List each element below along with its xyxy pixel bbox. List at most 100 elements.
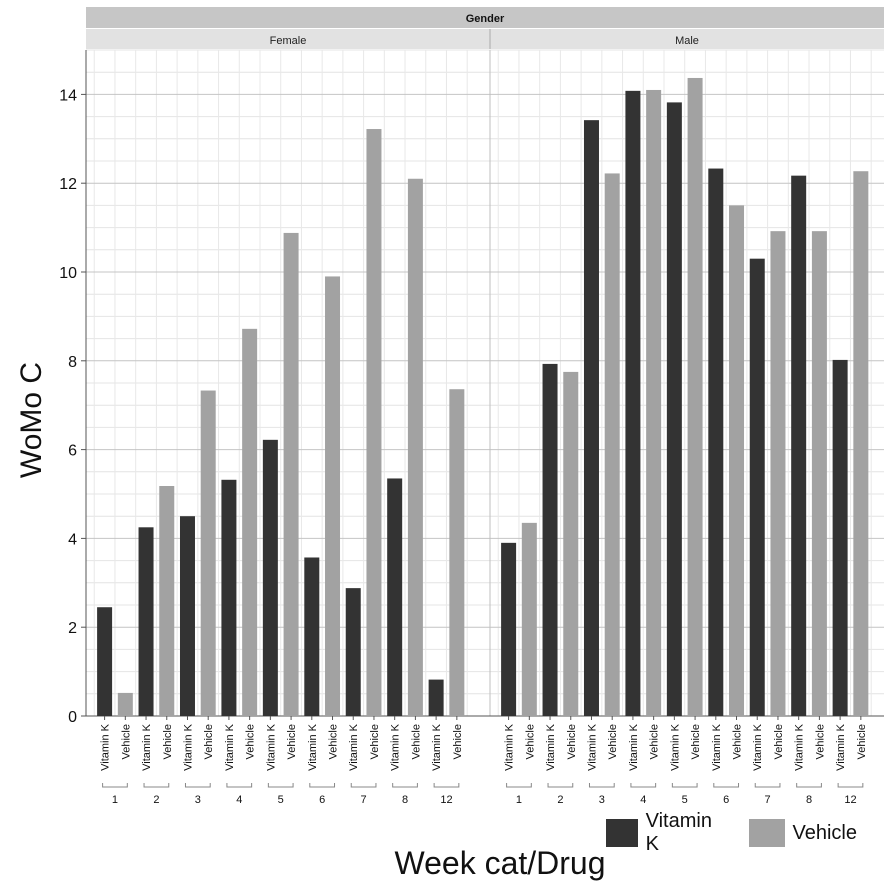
bar-male-week-5-vehicle (687, 77, 703, 717)
bar-male-week-12-vitamin-k (832, 359, 848, 716)
week-label: 5 (278, 794, 284, 806)
week-label: 4 (236, 794, 242, 806)
bar-female-week-12-vehicle (449, 389, 465, 716)
x-tick-label-drug: Vehicle (452, 724, 464, 759)
bar-female-week-2-vitamin-k (138, 527, 154, 716)
y-tick-label: 10 (59, 265, 77, 282)
week-label: 6 (723, 794, 729, 806)
week-bracket (588, 783, 615, 788)
bar-male-week-6-vehicle (729, 205, 745, 716)
x-tick-label-drug: Vehicle (732, 724, 744, 759)
legend-item-vitamin-k: Vitamin K (606, 810, 721, 856)
week-bracket (309, 783, 336, 788)
bar-female-week-4-vitamin-k (221, 479, 237, 716)
bar-male-week-4-vehicle (646, 89, 662, 716)
x-tick-label-drug: Vehicle (410, 724, 422, 759)
bar-male-week-3-vitamin-k (583, 120, 599, 717)
x-tick-label-drug: Vitamin K (504, 723, 516, 771)
x-tick-label-drug: Vitamin K (431, 723, 443, 771)
legend-label-vitamin-k: Vitamin K (645, 810, 712, 855)
y-axis-label: WoMo C (15, 361, 48, 479)
x-tick-label-drug: Vehicle (690, 724, 702, 759)
week-label: 2 (557, 794, 563, 806)
bar-female-week-5-vehicle (283, 232, 299, 717)
bar-female-week-6-vitamin-k (304, 557, 320, 716)
bar-female-week-2-vehicle (159, 486, 175, 716)
x-tick-label-drug: Vehicle (120, 724, 132, 759)
x-tick-label-drug: Vitamin K (348, 723, 360, 771)
week-label: 12 (440, 794, 452, 806)
bar-male-week-8-vitamin-k (791, 175, 807, 717)
x-tick-label-drug: Vehicle (773, 724, 785, 759)
facet-strip-female (86, 29, 490, 49)
x-tick-label-drug: Vehicle (566, 724, 578, 759)
x-tick-label-drug: Vehicle (607, 724, 619, 759)
bar-female-week-1-vitamin-k (97, 607, 113, 716)
bar-male-week-4-vitamin-k (625, 90, 641, 716)
x-tick-label-drug: Vehicle (286, 724, 298, 759)
bar-female-week-3-vitamin-k (179, 516, 195, 716)
week-bracket (506, 783, 532, 788)
x-tick-label-drug: Vitamin K (794, 723, 806, 771)
week-bracket (267, 783, 294, 788)
week-label: 1 (516, 794, 522, 806)
x-tick-label-drug: Vehicle (162, 724, 174, 759)
x-tick-label-drug: Vitamin K (628, 723, 640, 771)
legend-label-vehicle: Vehicle (792, 821, 858, 844)
week-bracket (671, 783, 698, 788)
bar-female-week-1-vehicle (117, 692, 133, 716)
y-tick-label: 4 (68, 531, 77, 548)
week-label: 12 (844, 794, 856, 806)
week-label: 7 (765, 794, 771, 806)
legend-item-vehicle: Vehicle (748, 819, 858, 847)
x-tick-label-drug: Vitamin K (307, 723, 319, 771)
bar-male-week-8-vehicle (811, 231, 827, 717)
bar-male-week-7-vitamin-k (749, 258, 765, 716)
x-tick-label-drug: Vitamin K (586, 723, 598, 771)
y-tick-label: 0 (68, 709, 77, 726)
x-axis-label: Week cat/Drug (394, 845, 606, 881)
week-label: 5 (682, 794, 688, 806)
week-bracket (184, 783, 211, 788)
bar-female-week-5-vitamin-k (262, 439, 278, 716)
x-tick-label-drug: Vitamin K (100, 723, 112, 771)
facet-label-female: Female (270, 35, 307, 47)
x-tick-label-drug: Vehicle (328, 724, 340, 759)
x-tick-label-drug: Vehicle (814, 724, 826, 759)
x-tick-label-drug: Vitamin K (711, 723, 723, 771)
facet-label-male: Male (675, 35, 699, 47)
bar-male-week-2-vitamin-k (542, 363, 558, 716)
facet-header-strip (86, 7, 884, 28)
x-tick-label-drug: Vitamin K (835, 723, 847, 771)
week-label: 3 (599, 794, 605, 806)
bar-female-week-8-vehicle (407, 178, 423, 716)
week-label: 8 (806, 794, 812, 806)
y-tick-label: 2 (68, 620, 77, 637)
x-tick-label-drug: Vehicle (245, 724, 257, 759)
week-label: 3 (195, 794, 201, 806)
bar-male-week-6-vitamin-k (708, 168, 724, 717)
x-tick-label-drug: Vitamin K (265, 723, 277, 771)
week-bracket (433, 783, 460, 788)
bar-male-week-5-vitamin-k (666, 102, 682, 717)
bar-female-week-8-vitamin-k (387, 478, 403, 716)
week-bracket (226, 783, 253, 788)
week-bracket (392, 783, 418, 788)
week-bracket (754, 783, 781, 788)
y-tick-label: 14 (59, 87, 77, 104)
week-bracket (350, 783, 377, 788)
bar-female-week-12-vitamin-k (428, 679, 444, 716)
x-tick-label-drug: Vitamin K (182, 723, 194, 771)
week-bracket (713, 783, 740, 788)
y-tick-label: 12 (59, 176, 77, 193)
bar-female-week-6-vehicle (325, 276, 341, 716)
x-tick-label-drug: Vitamin K (752, 723, 764, 771)
x-tick-label-drug: Vitamin K (224, 723, 236, 771)
week-bracket (143, 783, 170, 788)
x-tick-label-drug: Vitamin K (141, 723, 153, 771)
facet-header-label: Gender (466, 13, 505, 25)
bar-female-week-3-vehicle (200, 390, 216, 716)
y-tick-label: 8 (68, 354, 77, 371)
week-label: 1 (112, 794, 118, 806)
week-bracket (102, 783, 128, 788)
